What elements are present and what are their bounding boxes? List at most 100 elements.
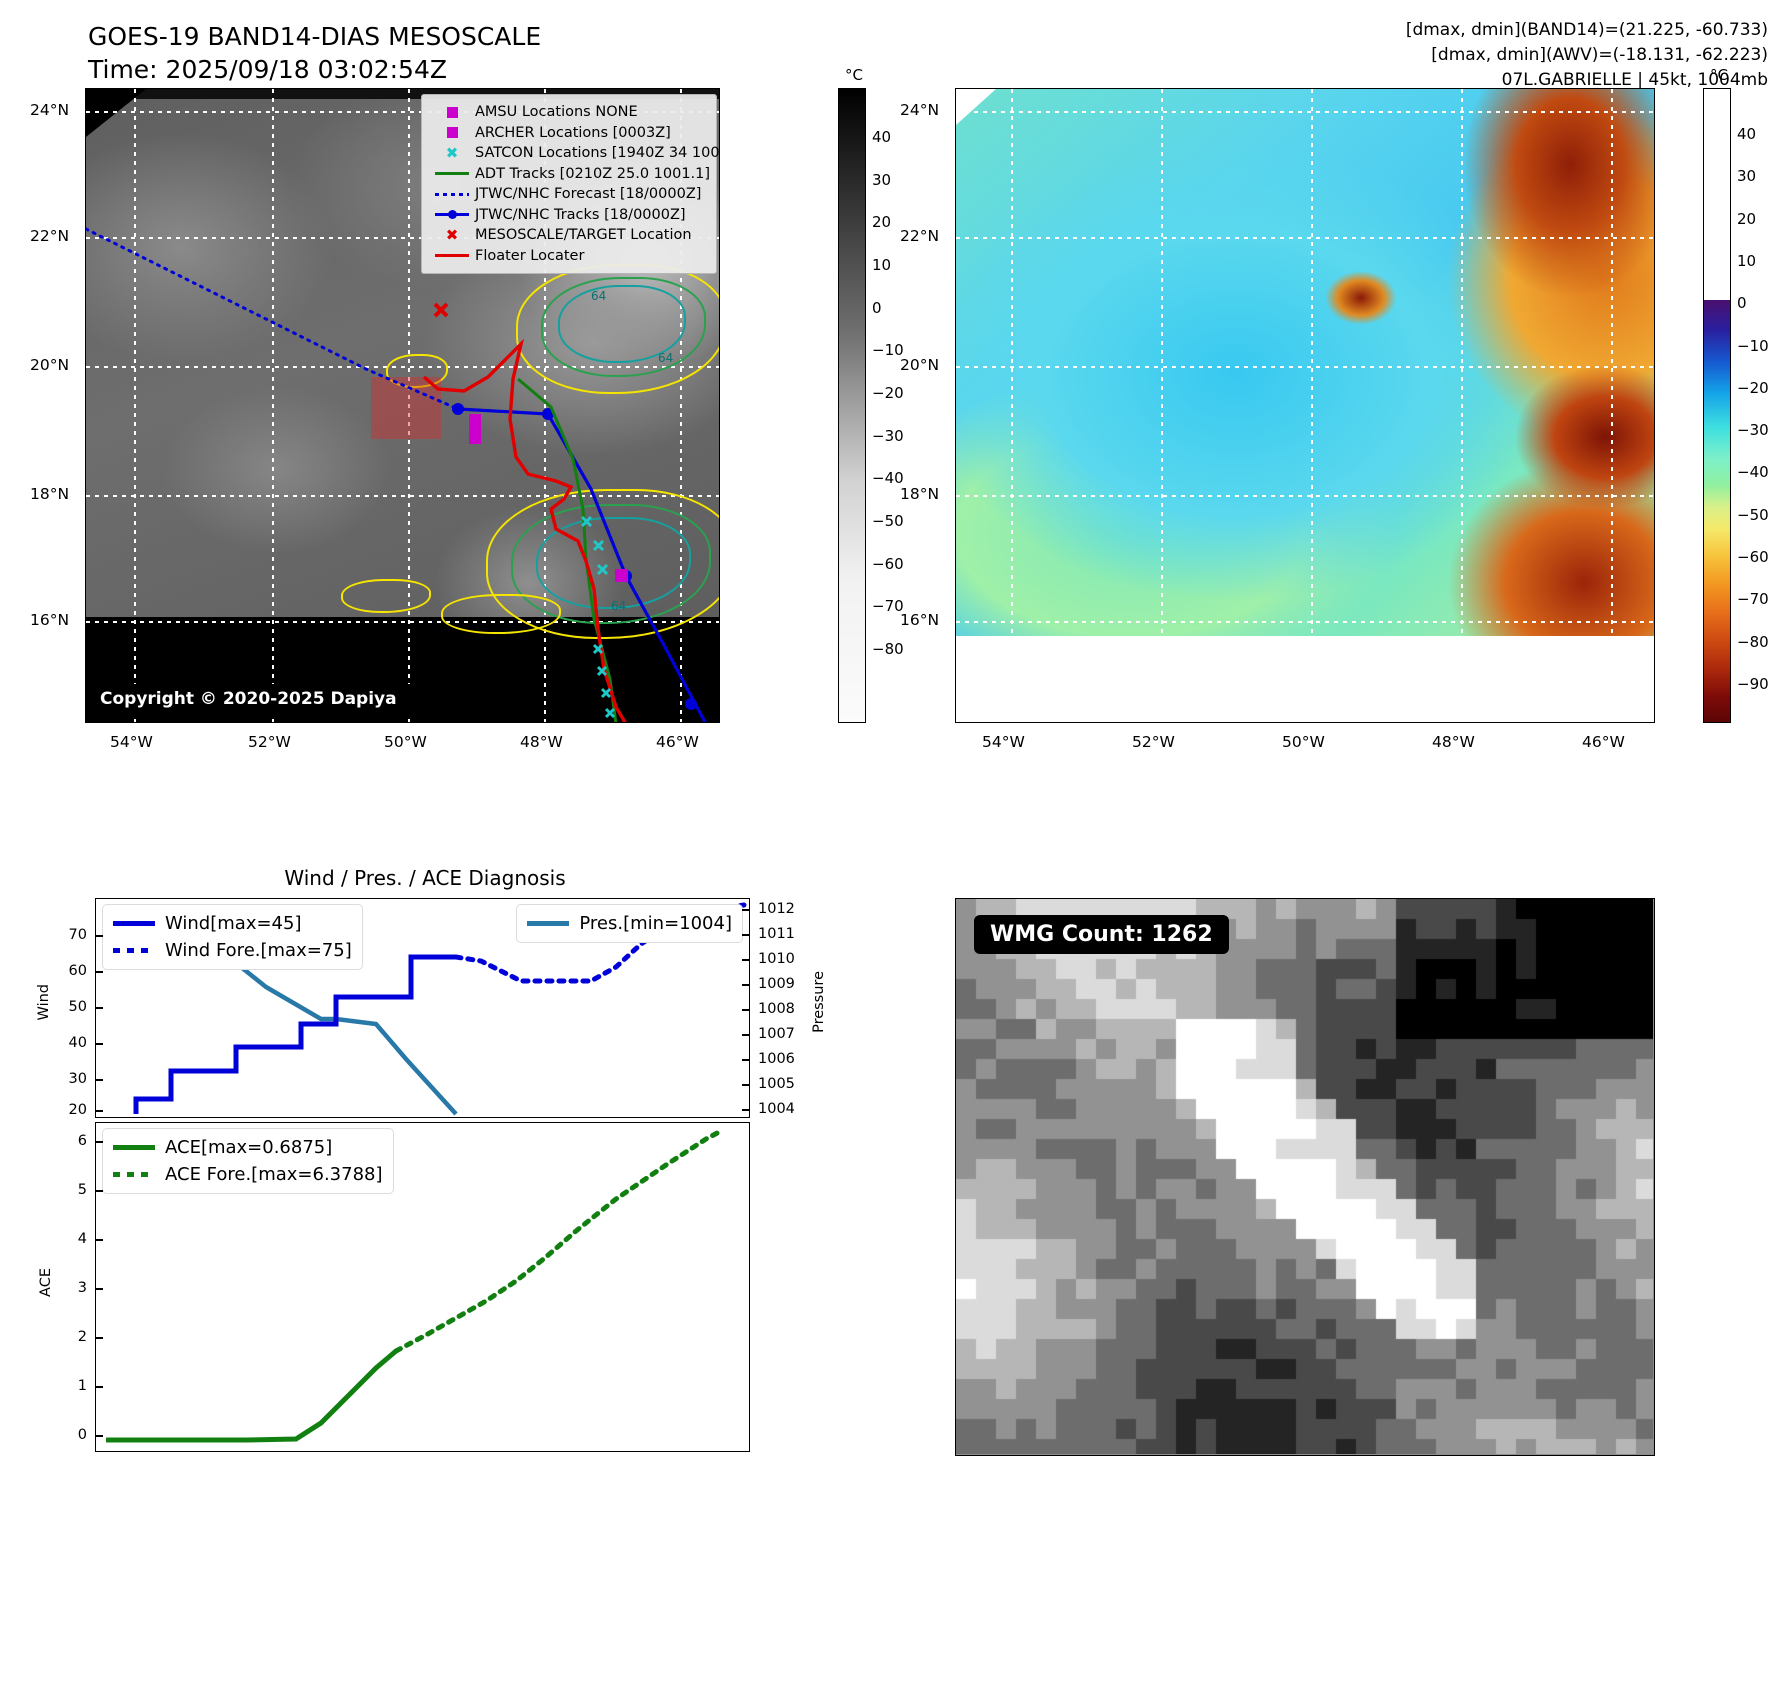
awv-ytick: 16°N	[900, 611, 940, 629]
awv-water-vapor-field	[956, 89, 1654, 722]
ace-plot-svg	[106, 1128, 724, 1443]
ace-ytick: 2	[77, 1329, 87, 1345]
ir-colorbar: 40 30 20 10 0 −10 −20 −30 −40 −50 −60 −70 −80	[838, 88, 904, 723]
ir-mesoscale-image[interactable]: 64 64 64 AMSU Locations NONE	[85, 88, 720, 723]
axis-tick-mark	[96, 1337, 103, 1339]
ir-track-overlay	[86, 227, 707, 722]
awv-ytick: 24°N	[900, 101, 940, 119]
ir-grid-line	[86, 111, 719, 113]
axis-tick-mark	[96, 1435, 103, 1437]
ir-xtick: 52°W	[248, 733, 291, 751]
pressure-ytick: 1004	[758, 1101, 795, 1117]
colorbar-tick: −90	[1737, 675, 1769, 693]
legend-label: JTWC/NHC Tracks [18/0000Z]	[475, 206, 686, 223]
pressure-ytick: 1006	[758, 1051, 795, 1067]
legend-row-satcon: ✖ SATCON Locations [1940Z 34 1003]	[429, 143, 719, 164]
line-icon	[429, 254, 475, 258]
legend-label: MESOSCALE/TARGET Location	[475, 227, 692, 244]
legend-row-adt: ADT Tracks [0210Z 25.0 1001.1]	[429, 164, 710, 185]
ace-ytick: 4	[77, 1231, 87, 1247]
colorbar-tick: −30	[1737, 421, 1769, 440]
ir-xtick: 54°W	[110, 733, 153, 751]
awv-ytick: 18°N	[900, 485, 940, 503]
ace-legend[interactable]: ACE[max=0.6875] ACE Fore.[max=6.3788]	[102, 1128, 394, 1194]
ir-contour-yellow	[486, 489, 719, 639]
axis-tick-mark	[742, 909, 749, 911]
copyright-notice: Copyright © 2020-2025 Dapiya	[86, 684, 425, 714]
colorbar-tick: −40	[872, 469, 904, 488]
axis-tick-mark	[96, 1239, 103, 1241]
pressure-ytick: 1010	[758, 951, 795, 967]
wind-ytick: 70	[68, 927, 87, 943]
legend-label: ARCHER Locations [0003Z]	[475, 124, 671, 141]
ace-chart[interactable]: ACE 6 5 4 3 2 1 0 ACE[max=0.6875] ACE Fo…	[38, 1122, 750, 1452]
ir-top-band	[86, 89, 719, 99]
axis-tick-mark	[742, 1059, 749, 1061]
legend-row-pressure: Pres.[min=1004]	[527, 910, 732, 937]
legend-row-jtwc-forecast: JTWC/NHC Forecast [18/0000Z]	[429, 184, 707, 205]
line-icon	[113, 1145, 165, 1150]
ir-contour-green	[511, 504, 711, 624]
axis-tick-mark	[742, 934, 749, 936]
legend-row-archer: ARCHER Locations [0003Z]	[429, 123, 707, 144]
pressure-ytick: 1005	[758, 1076, 795, 1092]
line-marker-icon	[429, 210, 475, 220]
axis-tick-mark	[742, 984, 749, 986]
awv-grid-line	[956, 366, 1654, 368]
pressure-axis-label: Pressure	[811, 971, 827, 1033]
legend-label: Pres.[min=1004]	[579, 913, 732, 934]
ir-contour-yellow	[341, 579, 431, 613]
square-icon	[429, 106, 475, 118]
colorbar-tick: 0	[872, 298, 882, 317]
archer-marker	[469, 414, 481, 444]
ir-panel-title: GOES-19 BAND14-DIAS MESOSCALE Time: 2025…	[88, 22, 542, 84]
ir-xtick: 50°W	[384, 733, 427, 751]
ace-ytick: 5	[77, 1182, 87, 1198]
contour-label: 64	[658, 351, 674, 365]
ir-contour-yellow	[441, 594, 561, 634]
awv-xtick: 50°W	[1282, 733, 1325, 751]
pressure-legend[interactable]: Pres.[min=1004]	[516, 904, 743, 943]
legend-label: JTWC/NHC Forecast [18/0000Z]	[475, 186, 702, 203]
ir-colorbar-unit: °C	[845, 66, 863, 84]
wind-pressure-chart[interactable]: Wind Pressure 70 60 50 40 30 20 1012 101…	[36, 898, 827, 1118]
awv-image[interactable]	[955, 88, 1655, 723]
square-icon	[429, 127, 475, 139]
jtwc-track-point	[685, 698, 697, 710]
colorbar-tick: 40	[872, 128, 892, 146]
awv-header-text: [dmax, dmin](BAND14)=(21.225, -60.733) […	[1405, 20, 1768, 90]
ir-legend[interactable]: AMSU Locations NONE ARCHER Locations [00…	[421, 94, 719, 274]
colorbar-tick: −70	[872, 597, 904, 616]
line-icon	[429, 172, 475, 176]
contour-label: 64	[591, 289, 607, 303]
ir-grid-line	[680, 89, 682, 722]
colorbar-tick: −20	[1737, 378, 1769, 397]
awv-grid-line	[956, 621, 1654, 623]
jtwc-observed-track	[457, 407, 707, 722]
legend-row-wind-forecast: Wind Fore.[max=75]	[113, 937, 352, 964]
axis-tick-mark	[742, 1009, 749, 1011]
wmg-image[interactable]: WMG Count: 1262	[955, 898, 1655, 1456]
line-icon	[527, 921, 579, 926]
ir-xtick: 48°W	[520, 733, 563, 751]
wind-series	[133, 954, 456, 1114]
axis-tick-mark	[96, 1288, 103, 1290]
wind-legend[interactable]: Wind[max=45] Wind Fore.[max=75]	[102, 904, 363, 970]
ace-axis-label: ACE	[38, 1268, 54, 1297]
awv-xtick: 46°W	[1582, 733, 1625, 751]
legend-row-floater: Floater Locater	[429, 246, 707, 267]
axis-tick-mark	[96, 1043, 103, 1045]
contour-label: 64	[611, 599, 627, 613]
x-cross-icon: ✖	[445, 143, 459, 162]
awv-grid-line	[1611, 89, 1613, 722]
ir-grid-line	[408, 89, 410, 722]
pressure-ytick: 1011	[758, 926, 795, 942]
legend-label: ACE Fore.[max=6.3788]	[165, 1164, 383, 1185]
pressure-ytick: 1012	[758, 901, 795, 917]
floater-locater	[422, 338, 627, 722]
legend-row-ace: ACE[max=0.6875]	[113, 1134, 383, 1161]
legend-label: Wind[max=45]	[165, 913, 302, 934]
ace-ytick: 1	[77, 1378, 87, 1394]
satcon-markers	[580, 515, 616, 719]
ir-grid-line	[134, 89, 136, 722]
